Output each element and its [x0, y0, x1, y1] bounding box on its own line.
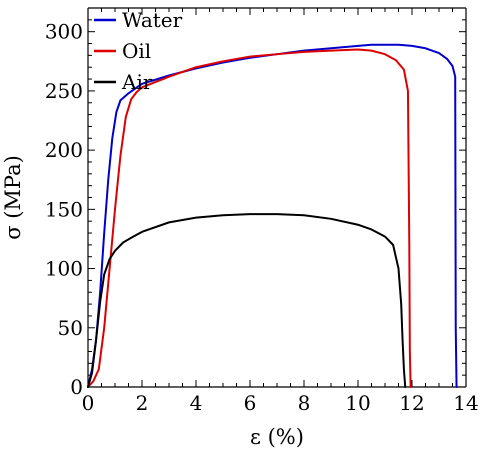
x-ticks: 0 2 4 6 8 10 12 14: [82, 8, 479, 415]
y-tick-label: 0: [70, 375, 83, 399]
y-ticks: 0 50 100 150 200 250 300: [45, 7, 466, 399]
legend-label-water: Water: [122, 8, 183, 32]
legend-label-air: Air: [121, 70, 153, 94]
x-tick-label: 14: [453, 391, 478, 415]
y-tick-label: 250: [45, 79, 83, 103]
y-axis-label: σ (MPa): [1, 155, 25, 240]
legend-label-oil: Oil: [122, 39, 151, 63]
legend: Water Oil Air: [94, 8, 183, 94]
x-tick-label: 8: [298, 391, 311, 415]
x-tick-label: 10: [345, 391, 370, 415]
y-tick-label: 200: [45, 138, 83, 162]
x-tick-label: 6: [244, 391, 257, 415]
x-tick-label: 0: [82, 391, 95, 415]
x-tick-label: 4: [190, 391, 203, 415]
y-tick-label: 150: [45, 197, 83, 221]
series-layer: [87, 43, 458, 388]
x-tick-label: 12: [399, 391, 424, 415]
y-tick-label: 100: [45, 257, 83, 281]
series-line-oil: [87, 48, 412, 388]
series-line-air: [87, 213, 407, 388]
y-tick-label: 50: [58, 316, 83, 340]
x-axis-label: ε (%): [250, 425, 304, 449]
series-line-water: [87, 43, 458, 388]
plot-area: 0 2 4 6 8 10 12 14 0 50 100 150 200 250 300 Water Oil A…: [45, 7, 479, 415]
x-tick-label: 2: [136, 391, 149, 415]
y-tick-label: 300: [45, 20, 83, 44]
